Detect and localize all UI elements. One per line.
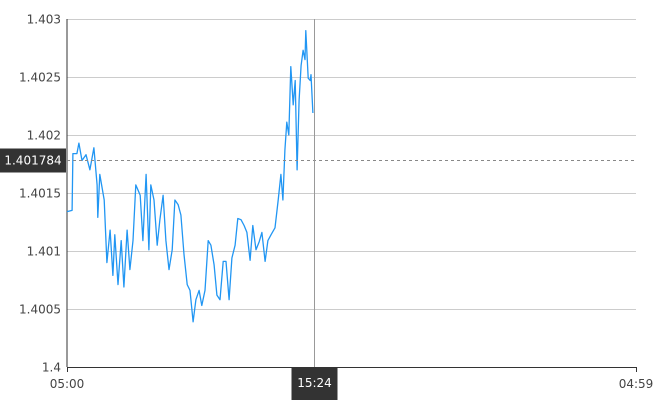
crosshair-x-tag-bg <box>291 367 338 400</box>
y-tick-label: 1.4015 <box>19 187 61 201</box>
y-tick-label: 1.401 <box>27 245 61 259</box>
y-tick-label: 1.4 <box>42 361 61 375</box>
crosshair-y-tag: 1.401784 <box>0 148 66 173</box>
x-tick-label: 04:59 <box>619 377 654 391</box>
crosshair-y-tag-bg <box>0 148 66 173</box>
crosshair-x-label: 15:24 <box>297 376 332 390</box>
y-tick-label: 1.4025 <box>19 71 61 85</box>
y-tick-label: 1.4005 <box>19 303 61 317</box>
grid-lines <box>67 19 636 310</box>
price-series-line <box>66 29 314 323</box>
x-axis-ticks: 05:00 04:59 <box>50 367 654 391</box>
x-tick-label: 05:00 <box>50 377 85 391</box>
y-tick-label: 1.403 <box>27 13 61 27</box>
crosshair-x-tag: 15:24 <box>291 367 338 400</box>
crosshair-y-label: 1.401784 <box>4 154 61 168</box>
y-axis-ticks: 1.4 1.4005 1.401 1.4015 1.402 1.4025 1.403 <box>19 13 61 375</box>
y-tick-label: 1.402 <box>27 129 61 143</box>
